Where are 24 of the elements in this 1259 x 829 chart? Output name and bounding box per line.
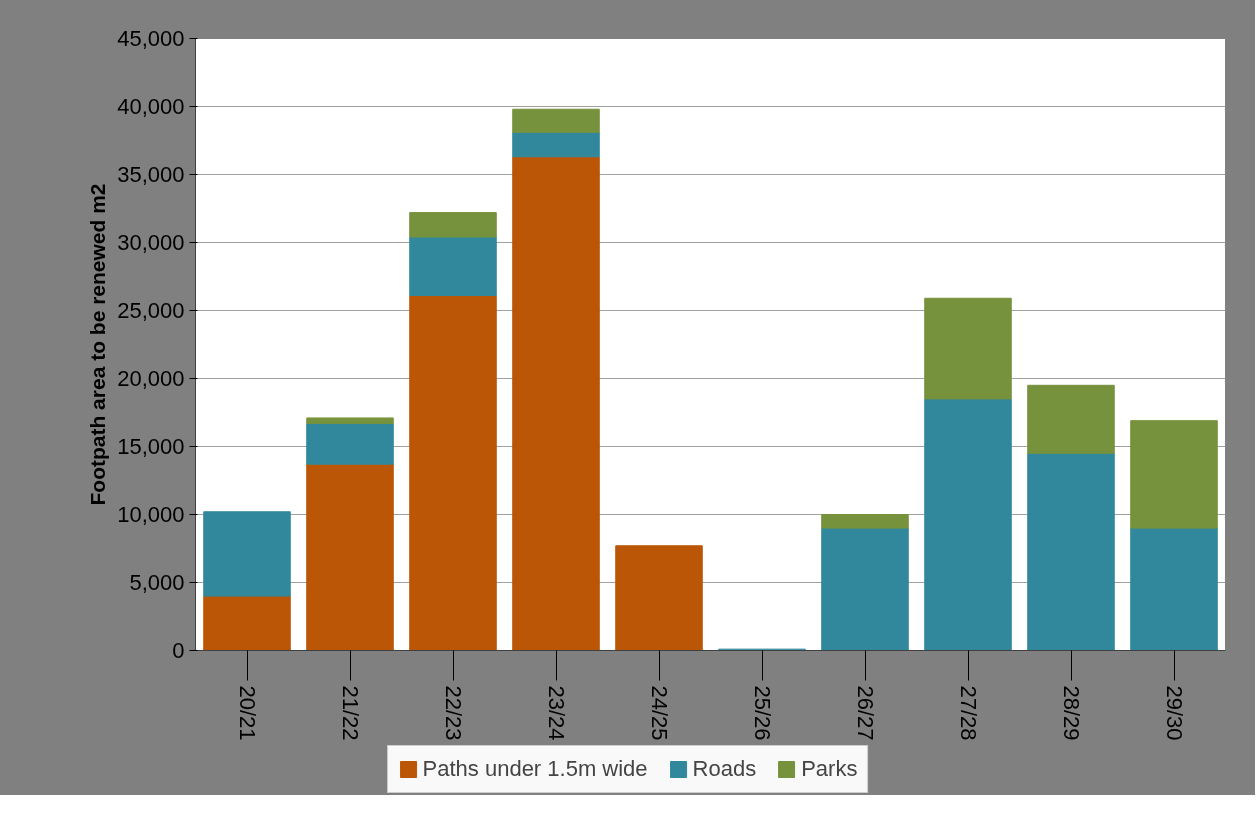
x-tick-label: 27/28	[955, 685, 981, 741]
x-tick-label: 20/21	[234, 685, 260, 741]
y-tick-label: 40,000	[117, 94, 185, 119]
x-tick-label: 21/22	[337, 685, 363, 741]
x-tick-label: 22/23	[440, 685, 466, 741]
y-tick-label: 25,000	[117, 298, 185, 323]
y-tick-label: 45,000	[117, 26, 185, 51]
legend-label: Parks	[801, 756, 858, 782]
x-tick-label: 24/25	[646, 685, 672, 741]
y-tick-label: 15,000	[117, 434, 185, 459]
y-tick-label: 35,000	[117, 162, 185, 187]
x-tick-label: 25/26	[749, 685, 775, 741]
y-tick-label: 0	[172, 638, 185, 663]
x-tick-label: 23/24	[543, 685, 569, 741]
x-tick-label: 29/30	[1161, 685, 1187, 741]
y-tick-label: 5,000	[129, 570, 185, 595]
y-tick-label: 20,000	[117, 366, 185, 391]
y-axis-title: Footpath area to be renewed m2	[86, 183, 110, 506]
legend-label: Roads	[692, 756, 757, 782]
legend-label: Paths under 1.5m wide	[422, 756, 648, 782]
y-tick-label: 30,000	[117, 230, 185, 255]
y-tick-label: 10,000	[117, 502, 185, 527]
x-tick-label: 26/27	[852, 685, 878, 741]
x-tick-label: 28/29	[1058, 685, 1084, 741]
